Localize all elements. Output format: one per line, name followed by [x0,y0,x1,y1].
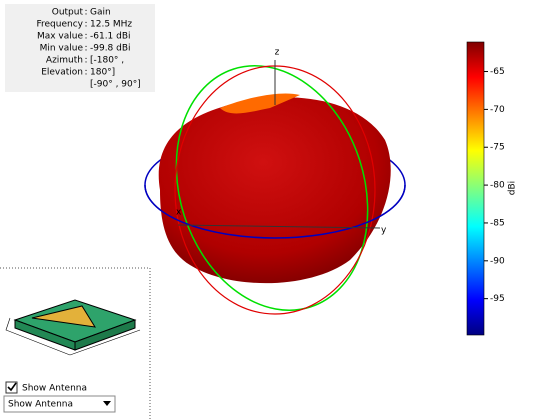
colorbar-tick-label: -95 [490,294,505,304]
colorbar-tick-label: -70 [490,105,505,115]
info-label: Frequency [37,20,84,30]
show-antenna-checkbox[interactable] [5,381,18,394]
info-label: Output [52,8,84,18]
colorbar-tick-label: -65 [490,67,505,77]
info-colon: : [84,20,87,30]
info-value: -61.1 dBi [90,32,131,42]
y-axis-label: y [381,226,387,236]
colorbar-ticks: -65 -70 -75 -80 -85 -90 -95 [484,67,505,304]
info-colon: : [84,56,87,66]
antenna-preview [5,299,141,356]
checkmark [7,382,17,392]
gain-max-region [220,93,300,114]
info-label: Min value [40,44,84,54]
info-value: [-180° , [90,56,124,66]
colorbar-tick-label: -85 [490,218,505,228]
colorbar-tick-label: -75 [490,143,505,153]
info-value: Gain [90,8,111,18]
colorbar-tick-label: -80 [490,181,505,191]
colorbar-label: dBi [508,181,518,195]
info-colon: : [84,68,87,78]
colorbar-tick-label: -90 [490,256,505,266]
info-colon: : [84,8,87,18]
info-extra: [-90° , 90°] [90,80,141,90]
dropdown-arrow [103,401,111,406]
show-antenna-dropdown[interactable] [3,395,116,413]
info-label: Max value [37,32,84,42]
yz-circle [175,65,369,311]
info-value: -99.8 dBi [90,44,131,54]
colorbar [466,41,485,336]
xy-circle-front [144,184,406,239]
info-panel [5,4,155,92]
info-label: Azimuth [46,56,83,66]
z-axis-label: z [275,48,280,58]
info-value: 12.5 MHz [90,20,132,30]
y-axis [177,224,381,229]
pattern-3d: z x y [144,48,406,315]
dropdown-value: Show Antenna [8,400,73,410]
x-axis-label: x [176,208,182,218]
antenna-panel-border [0,267,151,420]
info-colon: : [84,44,87,54]
info-value: 180°] [90,68,115,78]
info-colon: : [84,32,87,42]
checkbox-label: Show Antenna [22,384,87,394]
gain-surface [158,97,391,284]
info-label: Elevation [41,68,83,78]
